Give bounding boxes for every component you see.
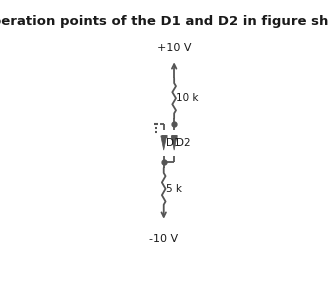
Polygon shape [161,136,166,150]
Text: D1: D1 [166,138,180,148]
Text: D2: D2 [176,138,191,148]
Text: 10 k: 10 k [176,93,199,103]
Text: Find the operation points of the D1 and D2 in figure shown below.: Find the operation points of the D1 and … [0,15,329,28]
Polygon shape [171,136,177,150]
Text: -10 V: -10 V [149,234,178,244]
Text: 5 k: 5 k [166,184,182,194]
Text: +10 V: +10 V [157,43,191,54]
